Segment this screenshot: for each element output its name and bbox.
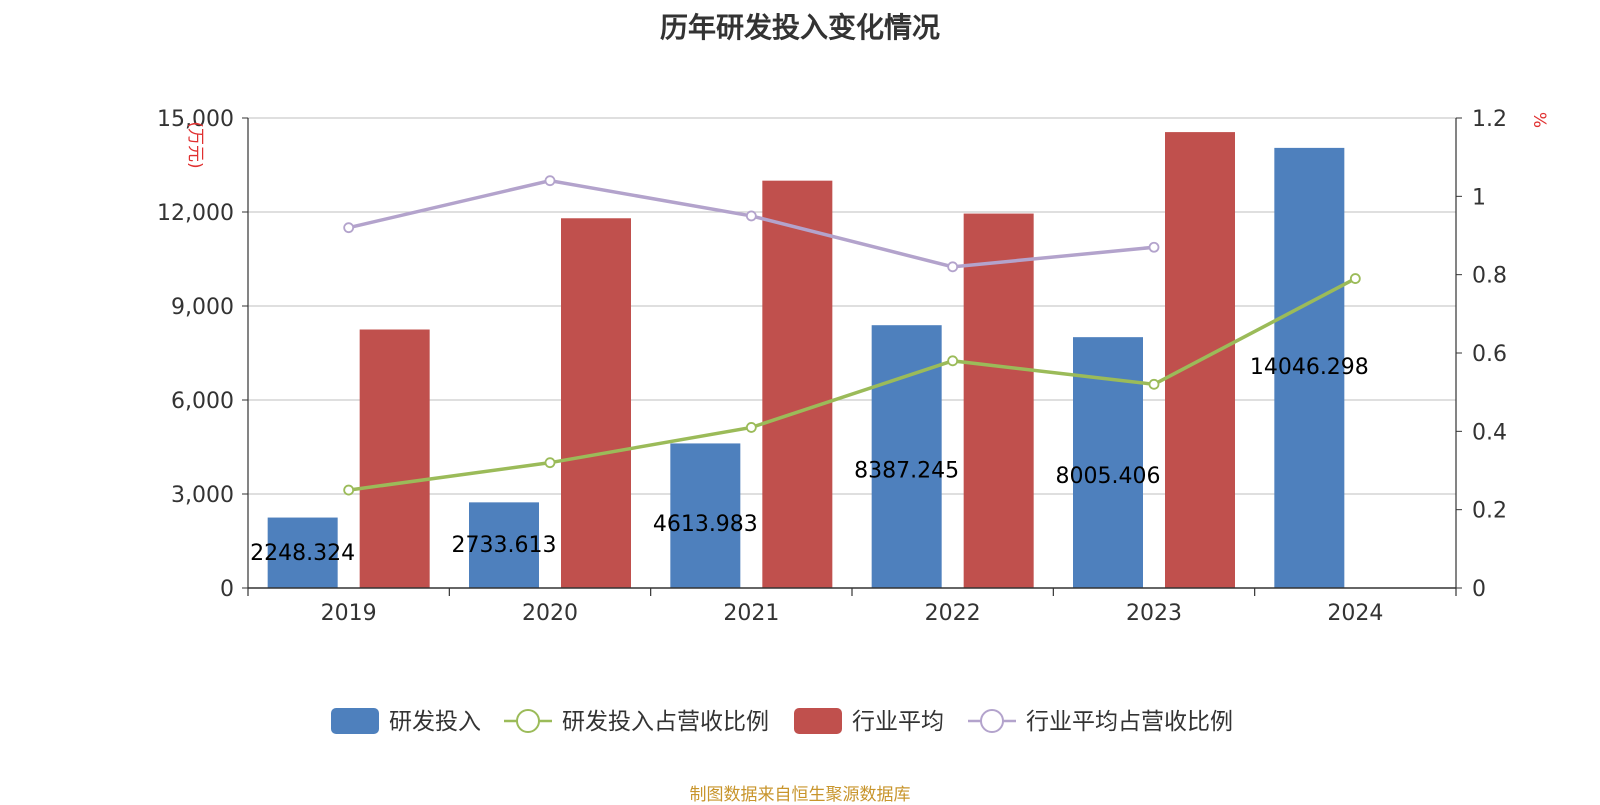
x-tick-label: 2019 <box>321 601 377 626</box>
legend-swatch-marker <box>980 709 1004 733</box>
bar-研发投入 <box>871 325 942 588</box>
y-right-tick-label: 0.4 <box>1472 420 1507 445</box>
bar-data-label: 2248.324 <box>250 541 355 566</box>
line-point <box>1148 241 1160 253</box>
bar-data-label: 14046.298 <box>1250 355 1369 380</box>
bar-data-label: 4613.983 <box>653 512 758 537</box>
y-left-tick-label: 9,000 <box>171 295 234 320</box>
x-tick-label: 2023 <box>1126 601 1182 626</box>
line-point <box>947 355 959 367</box>
grid-lines <box>248 117 1456 495</box>
y-left-unit-label: (万元) <box>185 121 205 168</box>
bar-data-label: 8387.245 <box>854 459 959 484</box>
line-point <box>947 261 959 273</box>
bar-data-label: 8005.406 <box>1056 464 1161 489</box>
bar-研发投入 <box>1274 147 1345 588</box>
y-right-tick-label: 0 <box>1472 577 1486 602</box>
y-left-tick-label: 3,000 <box>171 483 234 508</box>
line-point <box>544 175 556 187</box>
legend-label: 研发投入 <box>389 709 481 735</box>
y-right-tick-label: 1.2 <box>1472 107 1507 132</box>
axes: 0 3,000 6,000 9,000 12,000 15,000 0 0.2 0.4 0.6 0.… <box>157 107 1549 626</box>
bar-data-label: 2733.613 <box>452 533 557 558</box>
bar-行业平均 <box>762 180 833 588</box>
chart-title: 历年研发投入变化情况 <box>659 11 940 44</box>
line-layer <box>343 175 1361 496</box>
bar-行业平均 <box>561 218 631 588</box>
line-point <box>343 222 355 234</box>
bar-layer <box>267 132 1345 589</box>
bar-研发投入 <box>469 502 539 588</box>
x-tick-label: 2022 <box>925 601 981 626</box>
y-left-tick-label: 6,000 <box>171 389 234 414</box>
data-labels: 2248.324 2733.613 4613.983 8387.245 8005.406… <box>250 355 1369 566</box>
y-right-tick-label: 1 <box>1472 185 1486 210</box>
legend-swatch-marker <box>516 709 540 733</box>
x-tick-label: 2024 <box>1327 601 1383 626</box>
y-left-tick-label: 15,000 <box>157 107 234 132</box>
x-tick-label: 2021 <box>723 601 779 626</box>
y-left-tick-label: 12,000 <box>157 201 234 226</box>
line-point <box>745 210 757 222</box>
line-point <box>745 422 757 433</box>
line-point <box>1148 378 1160 390</box>
legend-label: 研发投入占营收比例 <box>562 709 769 735</box>
line-研发投入占营收比例 <box>348 277 1357 492</box>
y-right-unit-label: % <box>1529 112 1549 128</box>
y-right-tick-label: 0.6 <box>1472 342 1507 367</box>
legend-label: 行业平均 <box>852 709 944 735</box>
legend-swatch <box>331 708 379 734</box>
line-point <box>1349 273 1361 284</box>
legend-label: 行业平均占营收比例 <box>1026 709 1233 735</box>
bar-行业平均 <box>963 213 1034 589</box>
line-point <box>343 484 355 496</box>
y-right-tick-label: 0.2 <box>1472 499 1507 524</box>
y-right-tick-label: 0.8 <box>1472 264 1507 289</box>
legend: 研发投入 研发投入占营收比例 行业平均 行业平均占营收比例 <box>331 708 1233 735</box>
x-tick-label: 2020 <box>522 601 578 626</box>
y-left-tick-label: 0 <box>220 577 234 602</box>
source-note: 制图数据来自恒生聚源数据库 <box>689 785 911 805</box>
chart-svg: 0 3,000 6,000 9,000 12,000 15,000 0 0.2 0.4 0.6 0.… <box>157 107 1549 735</box>
bar-行业平均 <box>359 329 430 588</box>
line-point <box>544 457 556 469</box>
bar-研发投入 <box>670 443 741 588</box>
bar-研发投入 <box>267 517 338 588</box>
legend-swatch <box>794 708 842 734</box>
